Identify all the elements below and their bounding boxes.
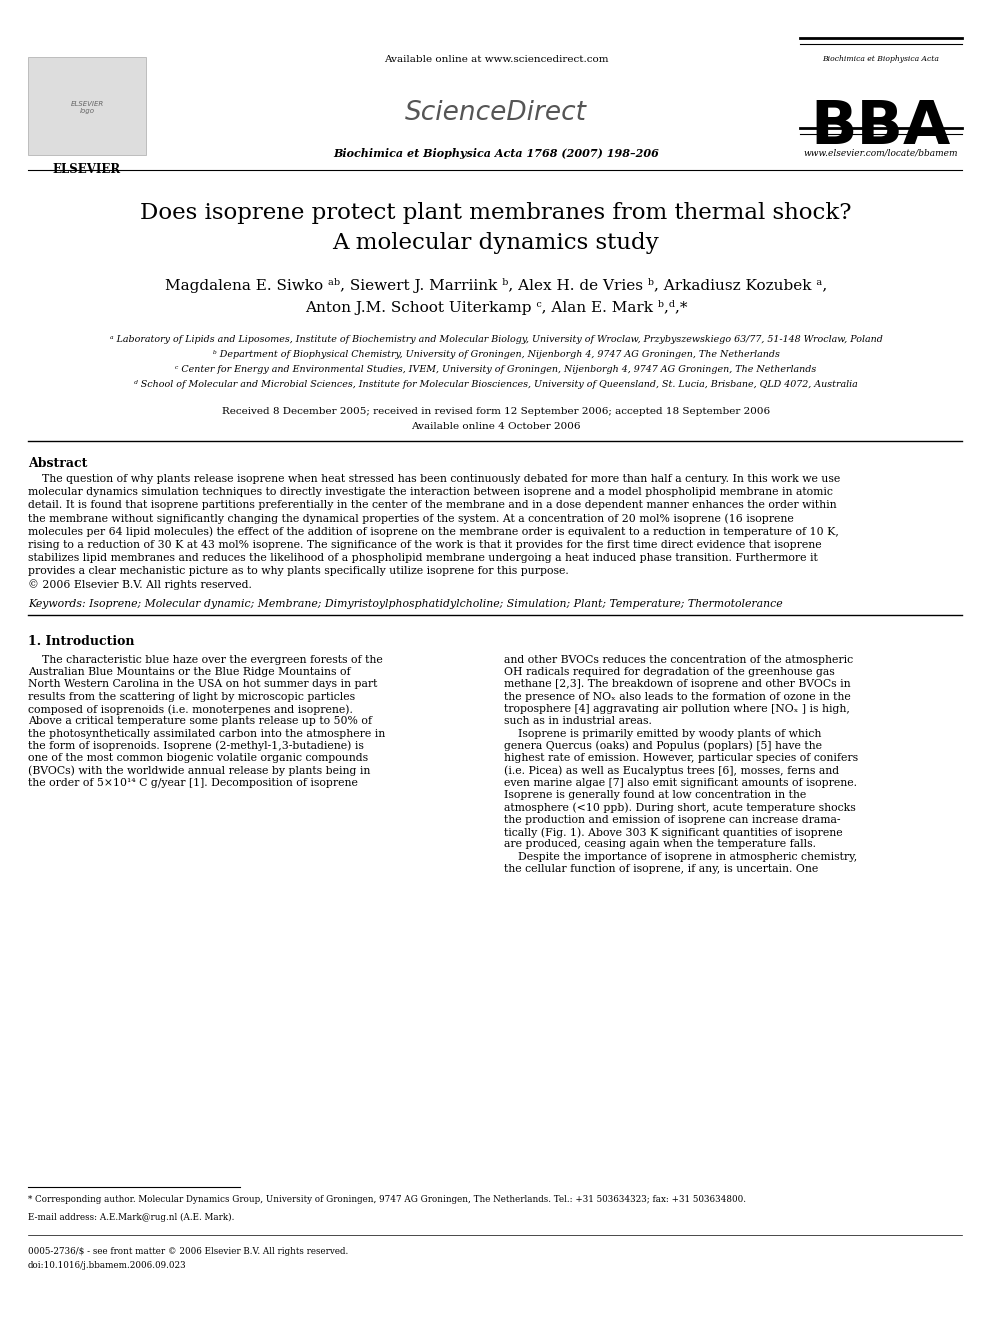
Text: Received 8 December 2005; received in revised form 12 September 2006; accepted 1: Received 8 December 2005; received in re…	[222, 407, 770, 415]
Text: Despite the importance of isoprene in atmospheric chemistry,: Despite the importance of isoprene in at…	[504, 852, 857, 861]
Text: ELSEVIER: ELSEVIER	[53, 163, 121, 176]
Text: The question of why plants release isoprene when heat stressed has been continuo: The question of why plants release isopr…	[28, 474, 840, 484]
Text: highest rate of emission. However, particular species of conifers: highest rate of emission. However, parti…	[504, 753, 858, 763]
Text: stabilizes lipid membranes and reduces the likelihood of a phospholipid membrane: stabilizes lipid membranes and reduces t…	[28, 553, 817, 564]
Text: doi:10.1016/j.bbamem.2006.09.023: doi:10.1016/j.bbamem.2006.09.023	[28, 1261, 186, 1270]
Text: Anton J.M. Schoot Uiterkamp ᶜ, Alan E. Mark ᵇ,ᵈ,*: Anton J.M. Schoot Uiterkamp ᶜ, Alan E. M…	[305, 300, 687, 315]
Text: the production and emission of isoprene can increase drama-: the production and emission of isoprene …	[504, 815, 840, 824]
Text: Biochimica et Biophysica Acta 1768 (2007) 198–206: Biochimica et Biophysica Acta 1768 (2007…	[333, 148, 659, 159]
Text: even marine algae [7] also emit significant amounts of isoprene.: even marine algae [7] also emit signific…	[504, 778, 857, 787]
Text: composed of isoprenoids (i.e. monoterpenes and isoprene).: composed of isoprenoids (i.e. monoterpen…	[28, 704, 353, 714]
Text: the order of 5×10¹⁴ C g/year [1]. Decomposition of isoprene: the order of 5×10¹⁴ C g/year [1]. Decomp…	[28, 778, 358, 787]
Text: molecules per 64 lipid molecules) the effect of the addition of isoprene on the : molecules per 64 lipid molecules) the ef…	[28, 527, 839, 537]
Text: Magdalena E. Siwko ᵃᵇ, Siewert J. Marriink ᵇ, Alex H. de Vries ᵇ, Arkadiusz Kozu: Magdalena E. Siwko ᵃᵇ, Siewert J. Marrii…	[165, 278, 827, 292]
Text: the form of isoprenoids. Isoprene (2-methyl-1,3-butadiene) is: the form of isoprenoids. Isoprene (2-met…	[28, 741, 364, 751]
Text: (BVOCs) with the worldwide annual release by plants being in: (BVOCs) with the worldwide annual releas…	[28, 766, 370, 777]
Text: the membrane without significantly changing the dynamical properties of the syst: the membrane without significantly chang…	[28, 513, 794, 524]
Text: Biochimica et Biophysica Acta: Biochimica et Biophysica Acta	[822, 56, 939, 64]
Text: 0005-2736/$ - see front matter © 2006 Elsevier B.V. All rights reserved.: 0005-2736/$ - see front matter © 2006 El…	[28, 1248, 348, 1256]
Text: the cellular function of isoprene, if any, is uncertain. One: the cellular function of isoprene, if an…	[504, 864, 818, 875]
Text: rising to a reduction of 30 K at 43 mol% isoprene. The significance of the work : rising to a reduction of 30 K at 43 mol%…	[28, 540, 821, 550]
Text: © 2006 Elsevier B.V. All rights reserved.: © 2006 Elsevier B.V. All rights reserved…	[28, 579, 252, 590]
Text: are produced, ceasing again when the temperature falls.: are produced, ceasing again when the tem…	[504, 839, 816, 849]
Text: Australian Blue Mountains or the Blue Ridge Mountains of: Australian Blue Mountains or the Blue Ri…	[28, 667, 350, 677]
Text: E-mail address: A.E.Mark@rug.nl (A.E. Mark).: E-mail address: A.E.Mark@rug.nl (A.E. Ma…	[28, 1213, 234, 1222]
Text: provides a clear mechanistic picture as to why plants specifically utilize isopr: provides a clear mechanistic picture as …	[28, 566, 568, 577]
Text: atmosphere (<10 ppb). During short, acute temperature shocks: atmosphere (<10 ppb). During short, acut…	[504, 803, 856, 812]
Text: ᶜ Center for Energy and Environmental Studies, IVEM, University of Groningen, Ni: ᶜ Center for Energy and Environmental St…	[176, 365, 816, 374]
Text: Available online 4 October 2006: Available online 4 October 2006	[412, 422, 580, 431]
Text: ScienceDirect: ScienceDirect	[405, 101, 587, 126]
Text: detail. It is found that isoprene partitions preferentially in the center of the: detail. It is found that isoprene partit…	[28, 500, 836, 511]
Text: Above a critical temperature some plants release up to 50% of: Above a critical temperature some plants…	[28, 716, 372, 726]
Text: results from the scattering of light by microscopic particles: results from the scattering of light by …	[28, 692, 355, 701]
Text: * Corresponding author. Molecular Dynamics Group, University of Groningen, 9747 : * Corresponding author. Molecular Dynami…	[28, 1195, 746, 1204]
Text: Available online at www.sciencedirect.com: Available online at www.sciencedirect.co…	[384, 56, 608, 64]
Text: Isoprene is generally found at low concentration in the: Isoprene is generally found at low conce…	[504, 790, 806, 800]
Text: A molecular dynamics study: A molecular dynamics study	[332, 232, 660, 254]
Text: troposphere [4] aggravating air pollution where [NOₓ ] is high,: troposphere [4] aggravating air pollutio…	[504, 704, 850, 714]
Text: molecular dynamics simulation techniques to directly investigate the interaction: molecular dynamics simulation techniques…	[28, 487, 833, 497]
Bar	[28, 57, 146, 155]
Text: Abstract: Abstract	[28, 456, 87, 470]
Text: Isoprene is primarily emitted by woody plants of which: Isoprene is primarily emitted by woody p…	[504, 729, 821, 738]
Text: the photosynthetically assimilated carbon into the atmosphere in: the photosynthetically assimilated carbo…	[28, 729, 385, 738]
Text: Does isoprene protect plant membranes from thermal shock?: Does isoprene protect plant membranes fr…	[140, 202, 852, 224]
Text: genera Quercus (oaks) and Populus (poplars) [5] have the: genera Quercus (oaks) and Populus (popla…	[504, 741, 822, 751]
Text: methane [2,3]. The breakdown of isoprene and other BVOCs in: methane [2,3]. The breakdown of isoprene…	[504, 680, 850, 689]
Text: ELSEVIER
logo: ELSEVIER logo	[70, 102, 103, 115]
Text: North Western Carolina in the USA on hot summer days in part: North Western Carolina in the USA on hot…	[28, 680, 377, 689]
Text: one of the most common biogenic volatile organic compounds: one of the most common biogenic volatile…	[28, 753, 368, 763]
Text: and other BVOCs reduces the concentration of the atmospheric: and other BVOCs reduces the concentratio…	[504, 655, 853, 664]
Text: Keywords: Isoprene; Molecular dynamic; Membrane; Dimyristoylphosphatidylcholine;: Keywords: Isoprene; Molecular dynamic; M…	[28, 599, 783, 609]
Text: such as in industrial areas.: such as in industrial areas.	[504, 716, 652, 726]
Text: ᵃ Laboratory of Lipids and Liposomes, Institute of Biochemistry and Molecular Bi: ᵃ Laboratory of Lipids and Liposomes, In…	[109, 335, 883, 344]
Text: The characteristic blue haze over the evergreen forests of the: The characteristic blue haze over the ev…	[28, 655, 383, 664]
Text: ᵈ School of Molecular and Microbial Sciences, Institute for Molecular Bioscience: ᵈ School of Molecular and Microbial Scie…	[134, 380, 858, 389]
Text: BBA: BBA	[810, 98, 951, 157]
Text: the presence of NOₓ also leads to the formation of ozone in the: the presence of NOₓ also leads to the fo…	[504, 692, 851, 701]
Text: ᵇ Department of Biophysical Chemistry, University of Groningen, Nijenborgh 4, 97: ᵇ Department of Biophysical Chemistry, U…	[212, 351, 780, 359]
Text: tically (Fig. 1). Above 303 K significant quantities of isoprene: tically (Fig. 1). Above 303 K significan…	[504, 827, 842, 837]
Text: OH radicals required for degradation of the greenhouse gas: OH radicals required for degradation of …	[504, 667, 834, 677]
Text: (i.e. Picea) as well as Eucalyptus trees [6], mosses, ferns and: (i.e. Picea) as well as Eucalyptus trees…	[504, 766, 839, 777]
Text: 1. Introduction: 1. Introduction	[28, 635, 135, 648]
Text: www.elsevier.com/locate/bbamem: www.elsevier.com/locate/bbamem	[804, 148, 958, 157]
